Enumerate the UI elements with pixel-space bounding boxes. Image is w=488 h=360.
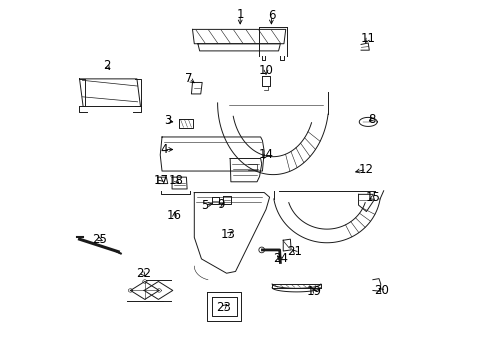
Text: 1: 1 [236,8,244,21]
Text: 19: 19 [306,285,321,298]
Text: 9: 9 [217,198,224,211]
Text: 16: 16 [167,209,182,222]
Text: 13: 13 [221,228,235,241]
Text: 3: 3 [163,114,171,127]
Text: 18: 18 [168,174,183,186]
Text: 15: 15 [366,191,380,204]
Text: 10: 10 [258,64,273,77]
Text: 11: 11 [360,32,375,45]
Text: 25: 25 [92,233,106,246]
Text: 6: 6 [267,9,275,22]
Text: 21: 21 [286,245,302,258]
Text: 24: 24 [272,252,287,265]
Text: 23: 23 [216,301,231,314]
Text: 8: 8 [367,113,375,126]
Text: 4: 4 [160,143,167,156]
Text: 14: 14 [258,148,273,161]
Text: 2: 2 [102,59,110,72]
Text: 5: 5 [201,199,208,212]
Text: 17: 17 [154,174,168,186]
Text: 7: 7 [185,72,192,85]
Text: 22: 22 [136,267,151,280]
Text: 20: 20 [373,284,388,297]
Text: 12: 12 [358,163,373,176]
